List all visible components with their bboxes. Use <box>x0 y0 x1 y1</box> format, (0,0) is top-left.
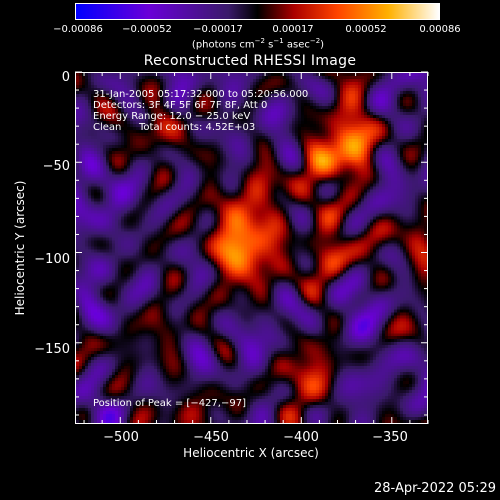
colorbar-tick-label: 0.00086 <box>419 24 461 35</box>
x-tick-label: −350 <box>372 430 408 445</box>
plot-area: 31-Jan-2005 05:17:32.000 to 05:20:56.000… <box>75 72 428 424</box>
y-tick-label: −50 <box>42 159 70 174</box>
y-axis-label: Heliocentric Y (arcsec) <box>13 180 27 316</box>
colorbar-gradient <box>75 3 440 20</box>
colorbar-tick-label: 0.00017 <box>272 24 314 35</box>
y-tick-label: −150 <box>34 342 70 357</box>
energy-annotation: Energy Range: 12.0 − 25.0 keV <box>93 111 251 122</box>
time-range-annotation: 31-Jan-2005 05:17:32.000 to 05:20:56.000 <box>93 89 309 100</box>
heatmap-image <box>76 73 427 423</box>
footer-timestamp: 28-Apr-2022 05:29 <box>374 481 496 496</box>
detectors-annotation: Detectors: 3F 4F 5F 6F 7F 8F, Att 0 <box>93 100 268 111</box>
colorbar-unit-label: (photons cm−2 s−1 asec−2) <box>191 37 325 51</box>
colorbar-tick-label: −0.00017 <box>193 24 243 35</box>
colorbar-tick-label: 0.00052 <box>345 24 387 35</box>
colorbar-tick-label: −0.00086 <box>53 24 103 35</box>
x-tick-label: −450 <box>193 430 229 445</box>
chart-title: Reconstructed RHESSI Image <box>143 53 357 69</box>
counts-annotation: Total counts: 4.52E+03 <box>139 122 256 133</box>
y-tick-label: 0 <box>61 70 70 85</box>
peak-annotation: Position of Peak = [−427,−97] <box>93 398 246 409</box>
colorbar-tick-label: −0.00052 <box>122 24 172 35</box>
x-axis-label: Heliocentric X (arcsec) <box>183 446 319 460</box>
x-tick-label: −500 <box>103 430 139 445</box>
x-tick-label: −400 <box>283 430 319 445</box>
method-annotation: Clean <box>93 122 122 133</box>
y-tick-label: −100 <box>34 252 70 267</box>
